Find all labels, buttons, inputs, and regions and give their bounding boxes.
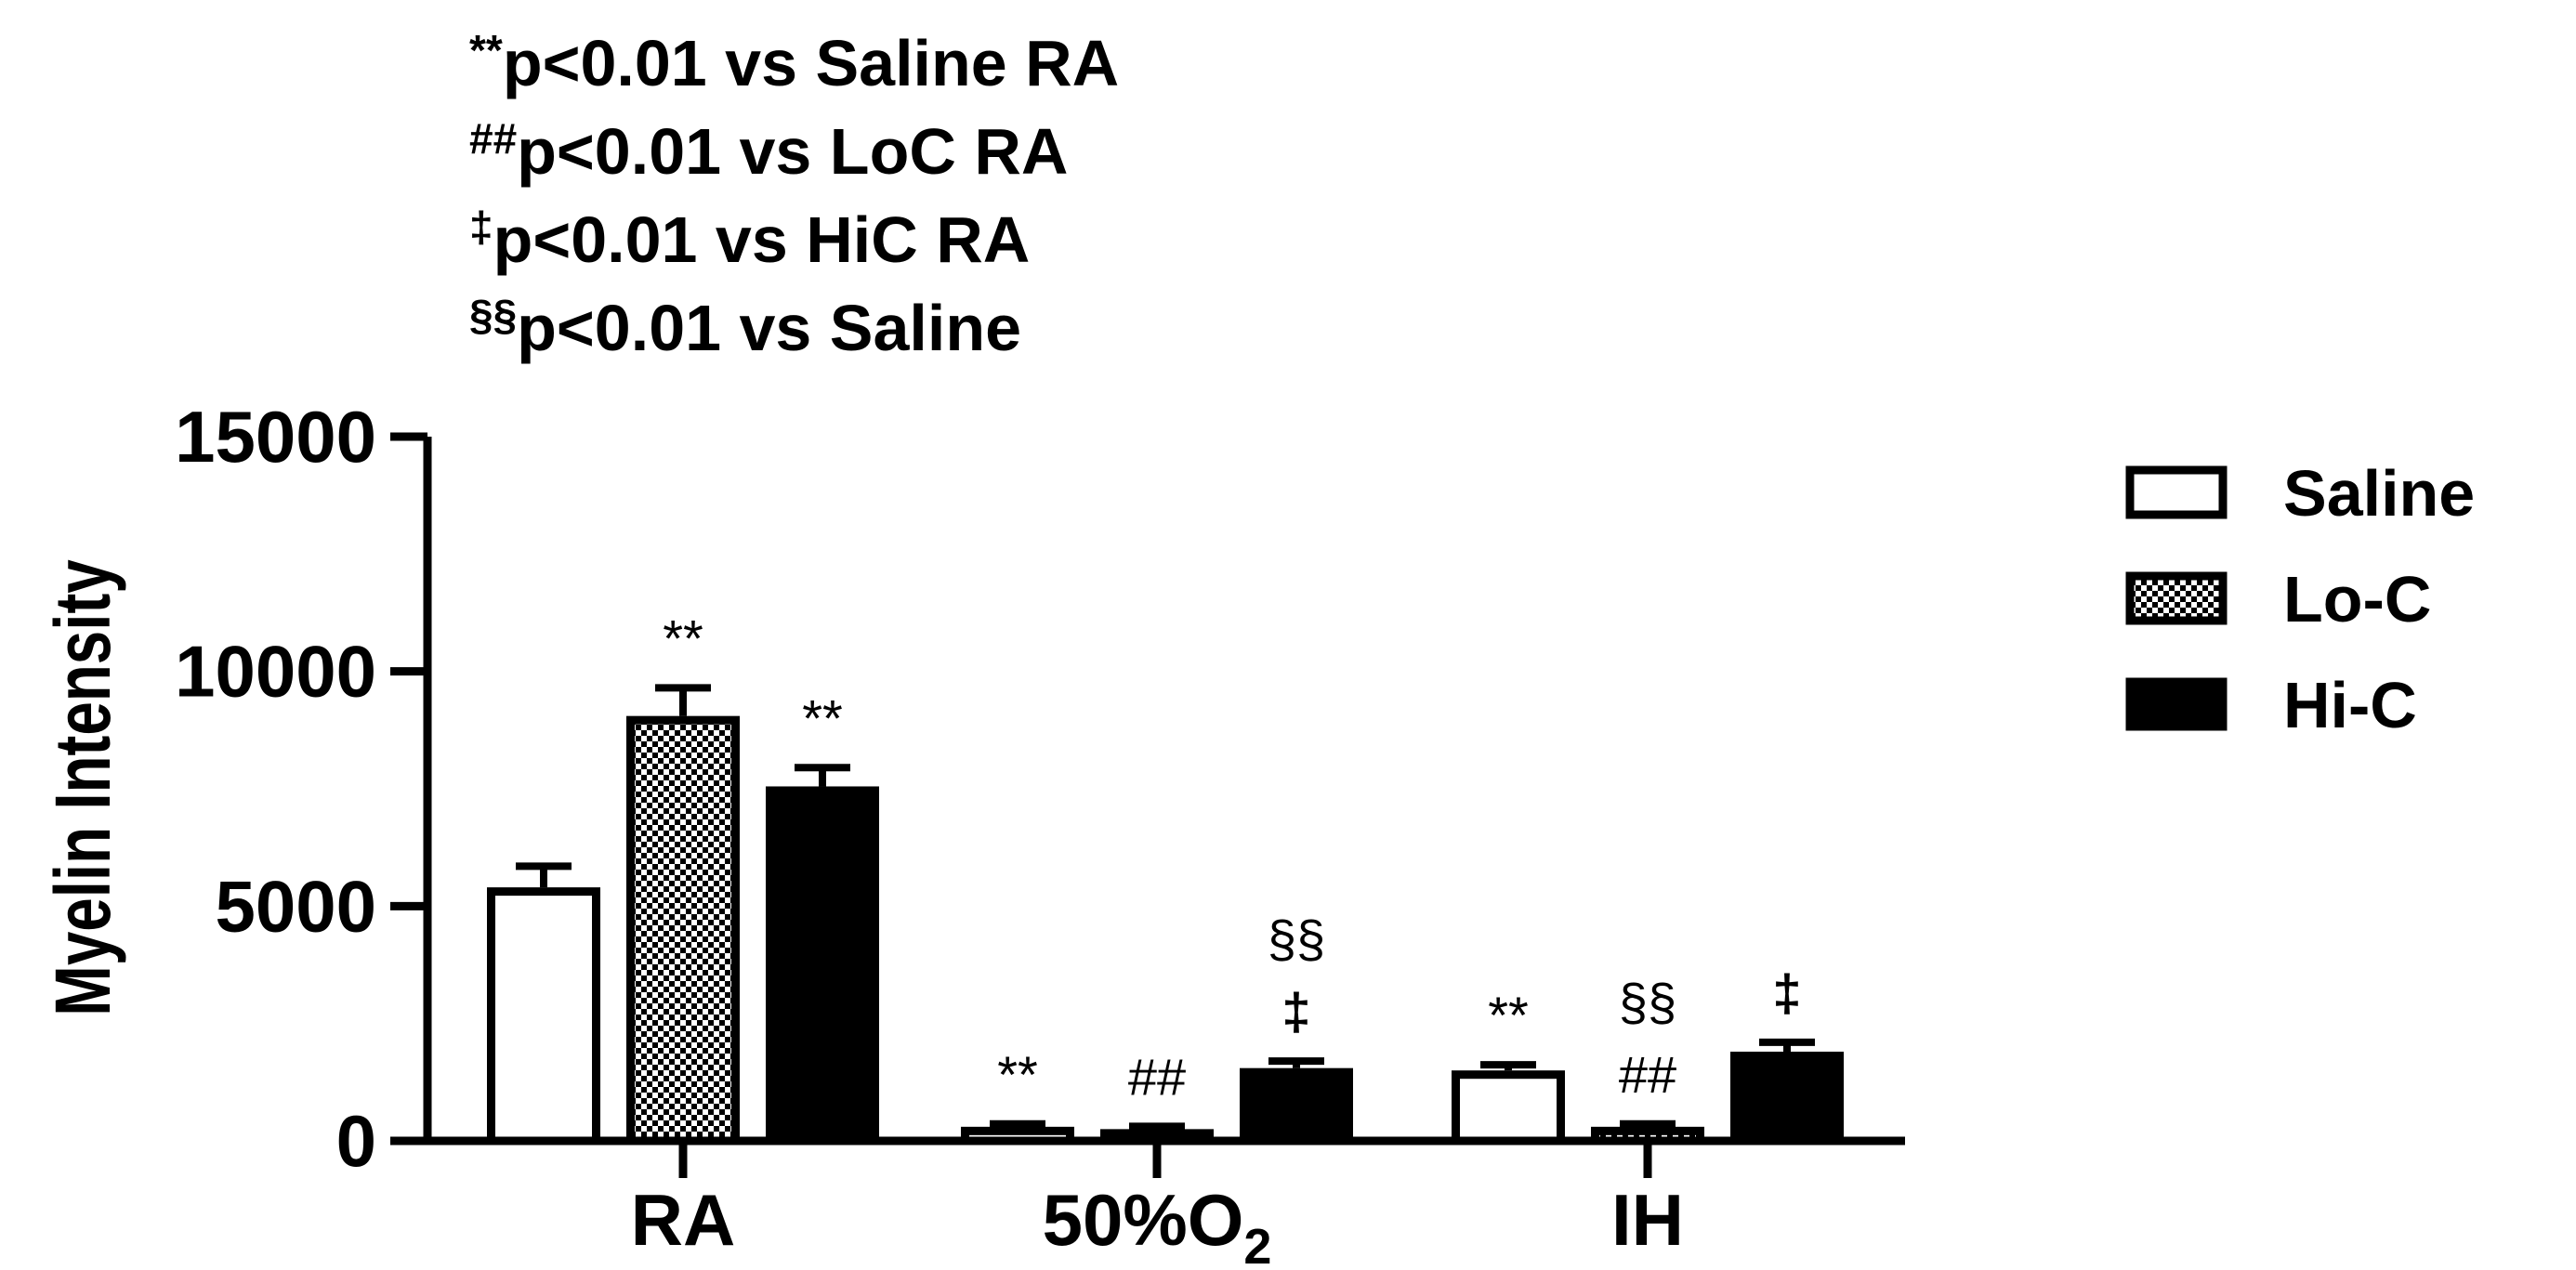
annotation-lo-c-ih-1: §§ xyxy=(1619,973,1676,1031)
bars xyxy=(487,715,1844,1146)
legend-label-hi-c: Hi-C xyxy=(2283,669,2417,741)
annotation-hi-c-ih-0: ‡ xyxy=(1772,963,1801,1022)
bar-saline-ra xyxy=(487,887,600,1146)
x-category-label-ra: RA xyxy=(631,1179,736,1261)
bar-hi-c-50-o2 xyxy=(1240,1067,1353,1146)
note-2-symbol: ## xyxy=(469,114,517,163)
y-ticks: 0 5000 10000 15000 xyxy=(175,396,427,1182)
y-axis-label: Myelin Intensity xyxy=(39,559,126,1015)
bar-lo-c-ih xyxy=(1591,1126,1704,1146)
bar-hi-c-ra xyxy=(766,786,879,1146)
bar-lo-c-50-o2 xyxy=(1100,1129,1214,1146)
annotation-lo-c-ra-0: ** xyxy=(663,609,703,667)
x-category-label-50-o2: 50%O2 xyxy=(1043,1179,1272,1270)
error-bars xyxy=(516,684,1815,1131)
legend: Saline Lo-C Hi-C xyxy=(2125,457,2475,741)
y-tick-label-5000: 5000 xyxy=(215,865,376,947)
annotation-saline-50-o2-0: ** xyxy=(997,1045,1038,1104)
y-tick-label-10000: 10000 xyxy=(175,631,376,713)
legend-label-lo-c: Lo-C xyxy=(2283,563,2431,635)
bar-annotations: ** ** ** ## ## §§ ** ‡ §§ ‡ xyxy=(663,609,1801,1106)
y-tick-label-0: 0 xyxy=(336,1100,376,1182)
legend-swatch-hi-c xyxy=(2125,677,2228,731)
x-categories: RA 50%O2 IH xyxy=(631,1141,1684,1270)
note-4-symbol: §§ xyxy=(469,291,517,339)
annotation-hi-c-50-o2-0: ‡ xyxy=(1281,982,1310,1041)
note-3: ‡p<0.01 vs HiC RA xyxy=(469,203,1030,276)
y-tick-label-15000: 15000 xyxy=(175,396,376,478)
note-3-symbol: ‡ xyxy=(469,203,493,251)
bar-lo-c-ra xyxy=(626,715,740,1146)
note-1-text: p<0.01 vs Saline RA xyxy=(503,27,1119,99)
annotation-lo-c-50-o2-0: ## xyxy=(1128,1047,1186,1106)
bar-saline-ih xyxy=(1452,1070,1565,1146)
annotation-saline-ih-0: ** xyxy=(1488,986,1529,1044)
legend-swatch-saline xyxy=(2125,465,2228,519)
significance-notes: **p<0.01 vs Saline RA ##p<0.01 vs LoC RA… xyxy=(469,26,1119,364)
note-4: §§p<0.01 vs Saline xyxy=(469,291,1021,364)
note-2-text: p<0.01 vs LoC RA xyxy=(517,115,1068,188)
note-1-symbol: ** xyxy=(469,26,503,74)
note-3-text: p<0.01 vs HiC RA xyxy=(493,203,1031,276)
note-2: ##p<0.01 vs LoC RA xyxy=(469,114,1068,188)
annotation-hi-c-ra-0: ** xyxy=(802,688,843,747)
x-category-label-ih: IH xyxy=(1611,1179,1684,1261)
legend-swatch-lo-c xyxy=(2125,571,2228,625)
bar-saline-50-o2 xyxy=(961,1126,1074,1146)
note-1: **p<0.01 vs Saline RA xyxy=(469,26,1119,99)
legend-label-saline: Saline xyxy=(2283,457,2475,530)
bar-hi-c-ih xyxy=(1730,1051,1844,1146)
annotation-hi-c-50-o2-1: §§ xyxy=(1268,910,1325,968)
annotation-lo-c-ih-0: ## xyxy=(1619,1045,1676,1104)
note-4-text: p<0.01 vs Saline xyxy=(517,292,1021,364)
